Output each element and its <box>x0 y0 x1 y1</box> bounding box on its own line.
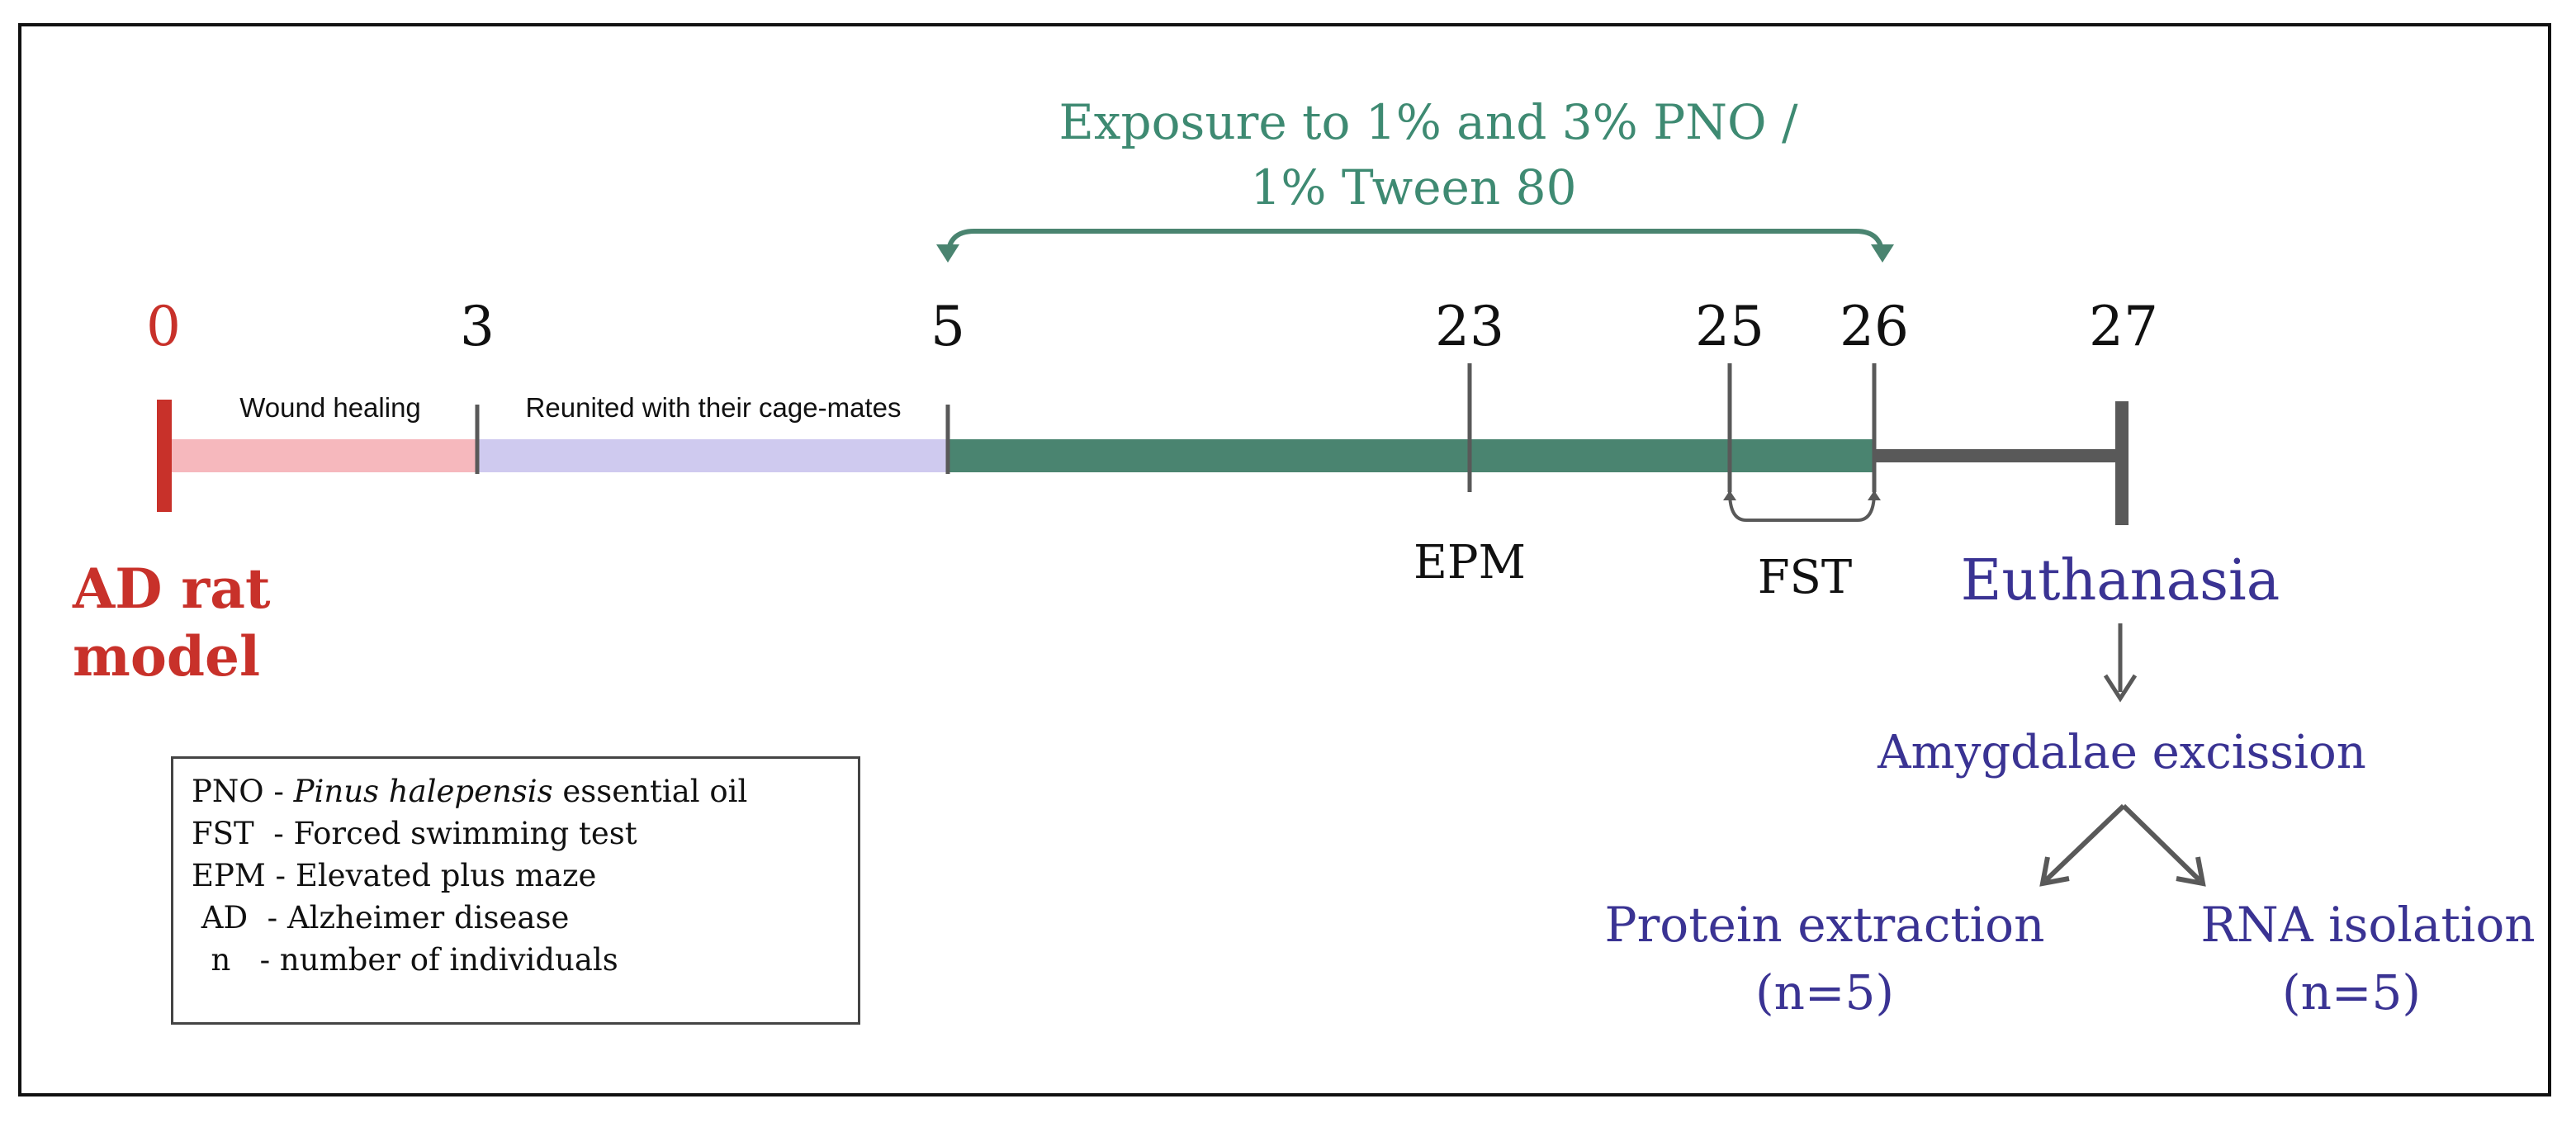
model-label-line2: model <box>73 624 260 689</box>
day-label-27: 27 <box>2089 295 2158 358</box>
legend-abbr: FST <box>192 816 254 851</box>
legend-def: Pinus halepensis essential oil <box>294 774 748 809</box>
fst-arrow-right <box>1868 490 1881 500</box>
protein-n: (n=5) <box>1755 964 1894 1021</box>
exposure-arrow-right <box>1871 244 1894 263</box>
rna-title: RNA isolation <box>2200 897 2535 953</box>
euthanasia-label: Euthanasia <box>1961 548 2280 613</box>
legend-abbr: EPM <box>192 858 266 893</box>
exposure-bracket <box>945 229 1885 258</box>
arrow-to-rna <box>2121 803 2202 883</box>
tick-day-27 <box>2115 401 2129 525</box>
arrow-to-protein <box>2043 803 2126 883</box>
legend-def-text: Elevated plus maze <box>295 858 597 893</box>
legend-abbr: n <box>211 942 231 978</box>
day-label-5: 5 <box>930 295 965 358</box>
legend-abbr: PNO <box>192 774 264 809</box>
exposure-label-line1: Exposure to 1% and 3% PNO / <box>1058 94 1798 150</box>
legend-def-text: number of individuals <box>279 942 618 978</box>
legend-def-italic: Pinus halepensis <box>293 774 553 809</box>
arrowhead-euthanasia <box>2103 674 2138 703</box>
day-label-0: 0 <box>146 295 181 358</box>
bar-wound-healing <box>167 439 477 472</box>
test-label-epm: EPM <box>1413 536 1526 590</box>
figure-frame <box>18 23 2551 1096</box>
bar-reunited <box>477 439 948 472</box>
legend-row-epm: EPM - Elevated plus maze <box>192 855 840 897</box>
legend-def-text: Alzheimer disease <box>286 900 570 935</box>
test-label-fst: FST <box>1758 551 1853 604</box>
exposure-label-line2: 1% Tween 80 <box>1251 159 1577 216</box>
bar-post-exposure <box>1874 449 2122 462</box>
segment-label-wound: Wound healing <box>239 392 421 423</box>
legend-row-pno: PNO - Pinus halepensis essential oil <box>192 770 840 812</box>
bar-exposure <box>948 439 1874 472</box>
day-label-25: 25 <box>1695 295 1764 358</box>
arrowhead-protein <box>2039 856 2070 887</box>
legend-box: PNO - Pinus halepensis essential oil FST… <box>171 756 860 1025</box>
legend-abbr: AD <box>201 900 249 935</box>
legend-row-n: n - number of individuals <box>192 939 840 981</box>
rna-n: (n=5) <box>2282 964 2421 1021</box>
segment-label-reunited: Reunited with their cage-mates <box>526 392 902 423</box>
model-label-line1: AD rat <box>72 557 271 621</box>
fst-arrow-left <box>1723 490 1736 500</box>
fst-bracket <box>1728 491 1876 522</box>
legend-def-text: Forced swimming test <box>293 816 637 851</box>
day-label-3: 3 <box>460 295 495 358</box>
arrowhead-rna <box>2176 856 2206 887</box>
exposure-arrow-left <box>936 244 959 263</box>
legend-row-fst: FST - Forced swimming test <box>192 812 840 855</box>
tick-day-0 <box>157 400 172 512</box>
legend-def-text: essential oil <box>562 774 748 809</box>
day-label-26: 26 <box>1840 295 1909 358</box>
protein-title: Protein extraction <box>1605 897 2045 953</box>
excision-label: Amygdalae excission <box>1877 726 2366 779</box>
legend-row-ad: AD - Alzheimer disease <box>192 897 840 939</box>
day-label-23: 23 <box>1435 295 1504 358</box>
